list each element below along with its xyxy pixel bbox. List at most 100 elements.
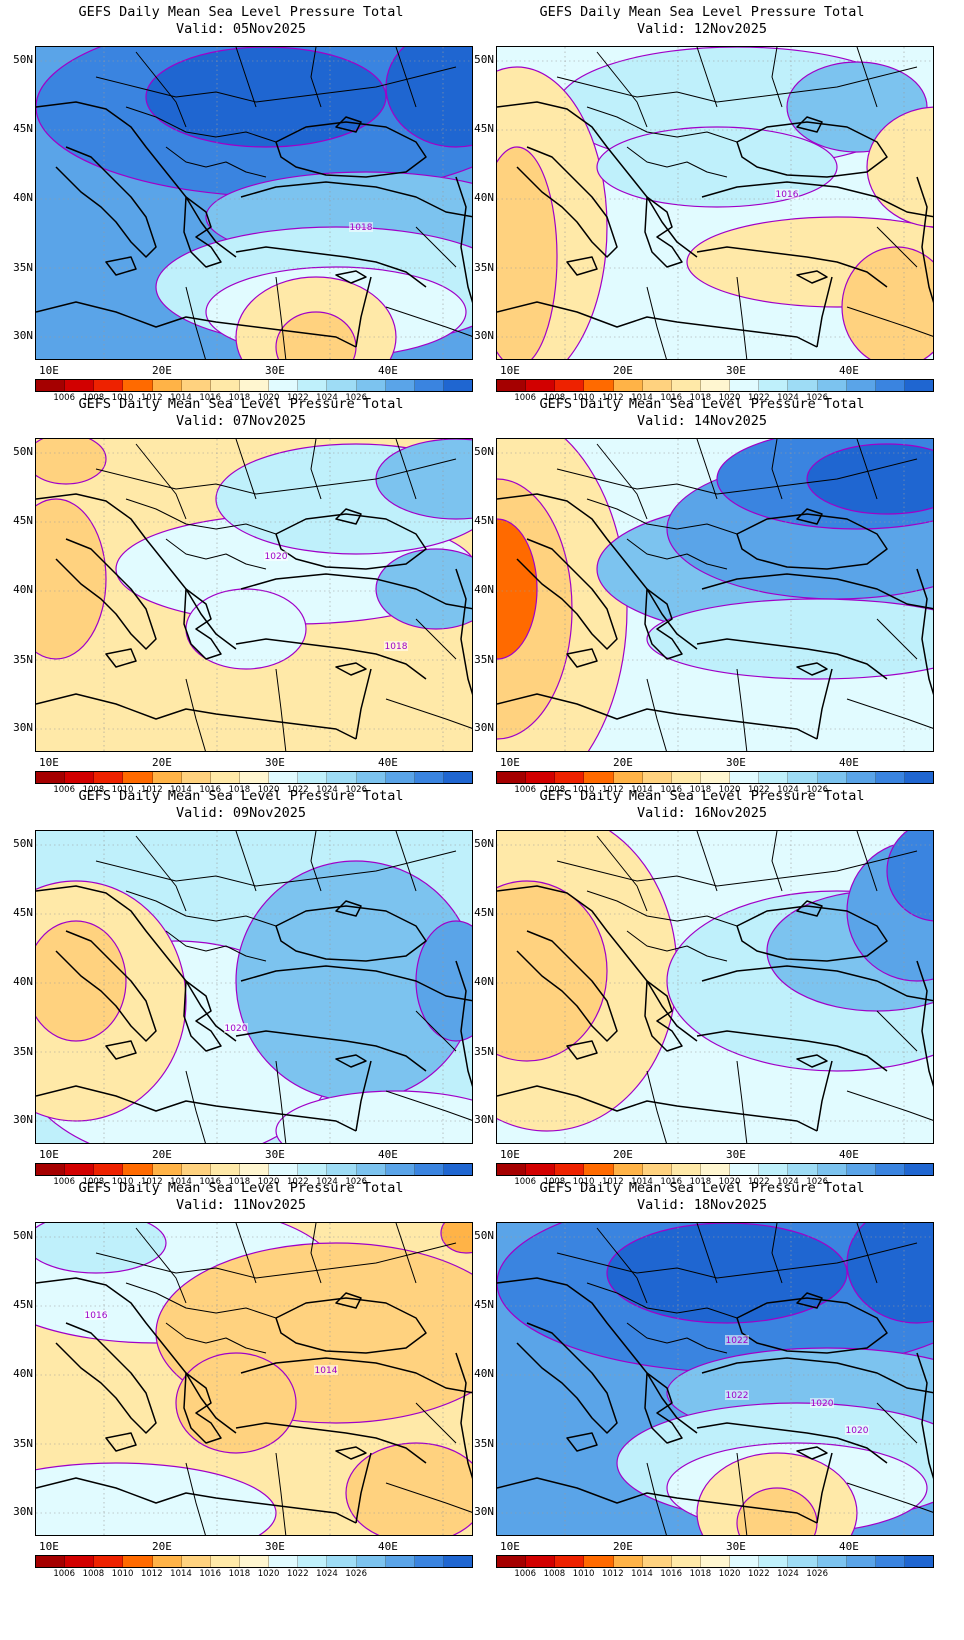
lat-label: 35N	[13, 1045, 33, 1058]
coastline	[183, 1372, 222, 1444]
lat-label: 45N	[474, 122, 494, 135]
country-border	[646, 1462, 667, 1535]
lat-label: 50N	[474, 445, 494, 458]
coastline	[235, 246, 427, 288]
map-panel: GEFS Daily Mean Sea Level Pressure Total…	[461, 0, 943, 410]
colorbar-swatch	[181, 380, 211, 391]
pressure-contour	[36, 920, 127, 1042]
pressure-map: 1020	[35, 830, 473, 1144]
coastline	[516, 538, 618, 650]
colorbar-swatch	[584, 1164, 614, 1175]
colorbar-swatch	[356, 1164, 386, 1175]
colorbar-swatch	[152, 1556, 182, 1567]
pressure-contour	[497, 146, 558, 359]
country-border	[586, 890, 738, 927]
coastline	[497, 693, 818, 740]
colorbar-swatch	[613, 1556, 643, 1567]
colorbar-swatch	[210, 1164, 240, 1175]
country-border	[646, 286, 667, 359]
coastline	[335, 1054, 367, 1068]
lon-label: 40E	[839, 1148, 859, 1161]
pressure-map	[496, 438, 934, 752]
colorbar-swatch	[584, 1556, 614, 1567]
colorbar-label: 1026	[806, 785, 828, 795]
colorbar-swatch	[123, 1164, 153, 1175]
colorbar-label: 1008	[82, 1177, 105, 1187]
colorbar-swatch	[239, 772, 270, 783]
colorbar-label: 1026	[345, 393, 367, 403]
colorbar-swatch	[269, 1556, 299, 1567]
country-border	[846, 1090, 933, 1121]
colorbar-label: 1006	[53, 1177, 75, 1187]
country-border	[556, 1242, 918, 1279]
country-border	[415, 226, 457, 268]
lon-label: 40E	[378, 364, 398, 377]
colorbar-label: 1026	[806, 393, 828, 403]
country-border	[95, 458, 457, 495]
country-border	[626, 930, 728, 962]
country-border	[646, 678, 667, 751]
lon-label: 40E	[378, 1540, 398, 1553]
isobar-label-bg	[725, 1390, 749, 1400]
country-border	[235, 831, 257, 892]
colorbar-swatch	[385, 380, 415, 391]
coastline	[335, 270, 367, 284]
coastline	[796, 662, 828, 676]
lat-label: 40N	[474, 975, 494, 988]
colorbar-label: 1024	[777, 1569, 799, 1579]
country-border	[235, 47, 257, 108]
colorbar	[35, 1555, 473, 1568]
map-valid-date: Valid: 18Nov2025	[636, 1197, 768, 1213]
country-border	[395, 831, 417, 892]
country-border	[771, 1223, 783, 1284]
lon-label: 20E	[613, 756, 633, 769]
colorbar-swatch	[269, 380, 299, 391]
country-border	[846, 306, 933, 337]
coastline	[235, 1422, 427, 1464]
isobar-label-bg	[775, 189, 799, 199]
country-border	[696, 831, 718, 892]
colorbar-label: 1010	[572, 785, 595, 795]
colorbar-label: 1006	[514, 393, 536, 403]
map-title: GEFS Daily Mean Sea Level Pressure Total	[539, 4, 865, 20]
colorbar-label: 1020	[718, 1569, 741, 1579]
lon-label: 40E	[839, 1540, 859, 1553]
country-border	[696, 1223, 718, 1284]
coastline	[796, 900, 823, 917]
lon-label: 20E	[152, 1148, 172, 1161]
map-title: GEFS Daily Mean Sea Level Pressure Total	[539, 396, 865, 412]
coastline	[105, 256, 137, 276]
colorbar-swatch	[123, 772, 153, 783]
colorbar-label: 1016	[199, 785, 221, 795]
coastline	[696, 1030, 888, 1072]
colorbar-label: 1016	[199, 1177, 221, 1187]
pressure-map: 1016 1014	[35, 1222, 473, 1536]
country-border	[125, 106, 277, 143]
colorbar-label: 1024	[316, 1569, 338, 1579]
country-border	[556, 66, 918, 103]
pressure-contour	[375, 548, 472, 630]
colorbar-label: 1020	[257, 1177, 280, 1187]
country-border	[586, 498, 738, 535]
colorbar-swatch	[327, 1164, 357, 1175]
colorbar-label: 1006	[514, 785, 536, 795]
coastline	[497, 1277, 698, 1434]
colorbar-swatch	[152, 1164, 182, 1175]
colorbar-swatch	[152, 380, 182, 391]
colorbar-label: 1022	[747, 1177, 770, 1187]
colorbar-label: 1020	[718, 393, 741, 403]
coastline	[497, 1477, 818, 1524]
colorbar-swatch	[327, 1556, 357, 1567]
colorbar	[35, 1163, 473, 1176]
coastline	[916, 568, 933, 695]
map-panel: GEFS Daily Mean Sea Level Pressure Total…	[0, 0, 482, 410]
coastline	[355, 1060, 372, 1132]
country-border	[876, 1402, 918, 1444]
map-svg: 1016	[497, 47, 933, 359]
colorbar	[35, 771, 473, 784]
coastline	[796, 1054, 828, 1068]
colorbar-label: 1024	[316, 785, 338, 795]
country-border	[626, 1322, 728, 1354]
colorbar-label: 1010	[572, 1569, 595, 1579]
coastline	[240, 181, 472, 218]
